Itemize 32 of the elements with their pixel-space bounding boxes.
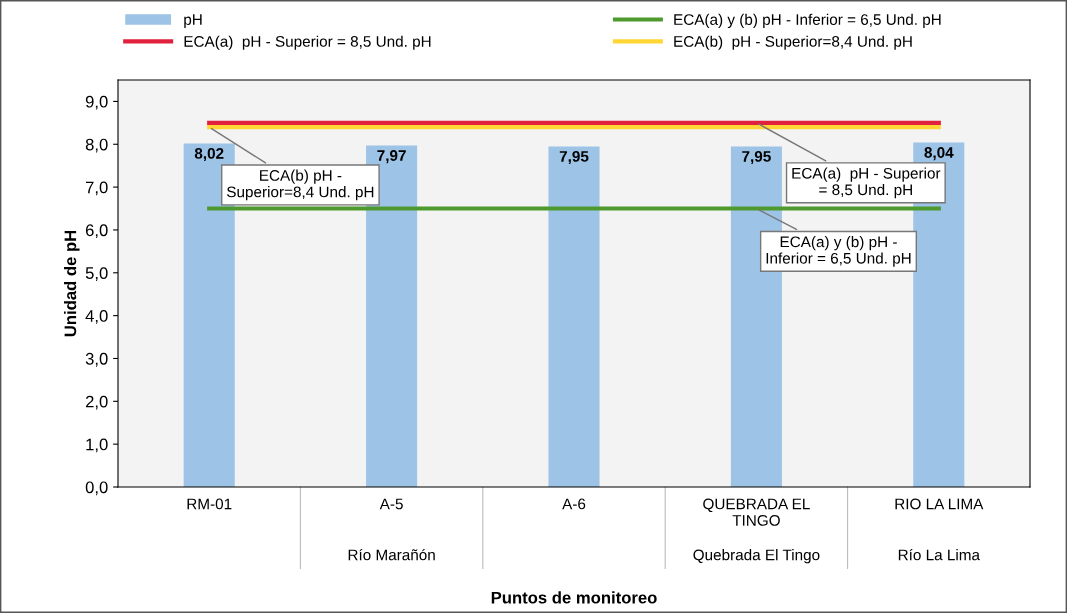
y-tick-label: 4,0 (85, 310, 108, 324)
x-tick-label: RIO LA LIMA (895, 498, 984, 510)
data-label: 7,95 (559, 150, 589, 165)
y-tick-label: 2,0 (85, 395, 108, 410)
legend-label: ECA(a) y (b) pH - Inferior = 6,5 Und. pH (674, 13, 941, 28)
y-tick-label: 8,0 (85, 138, 108, 153)
y-tick-label: 9,0 (85, 95, 108, 110)
x-tick-label: A-5 (379, 498, 403, 510)
data-label: 7,95 (742, 150, 771, 165)
text: Río La Lima (898, 548, 980, 561)
y-tick-label: 7,0 (85, 181, 108, 196)
text: Quebrada El Tingo (693, 549, 820, 564)
legend-label: pH (184, 14, 202, 28)
y-tick-label: 3,0 (85, 352, 108, 367)
y-tick-label: 5,0 (85, 267, 108, 281)
x-axis-title: Puntos de monitoreo (491, 591, 657, 604)
y-tick-label: 6,0 (85, 224, 108, 239)
x-tick-label: RM-01 (187, 498, 232, 510)
annotation: ECA(b) pH - Superior=8,4 Und. pH (227, 169, 374, 201)
x-tick-label: A-6 (562, 498, 586, 510)
data-label: 8,02 (194, 147, 224, 162)
y-tick-label: 0,0 (85, 481, 108, 496)
data-label: 7,97 (377, 150, 406, 164)
data-label: 8,04 (924, 147, 954, 161)
x-tick-label: QUEBRADA EL TINGO (703, 498, 810, 526)
y-axis-title: Unidad de pH (64, 230, 80, 337)
y-tick-label: 1,0 (86, 438, 108, 453)
legend-label: ECA(b) pH - Superior=8,4 Und. pH (674, 35, 912, 50)
annotation: ECA(a) pH - Superior = 8,5 Und. pH (792, 167, 941, 199)
legend-label: ECA(a) pH - Superior = 8,5 Und. pH (184, 35, 431, 50)
text: Río Marañón (348, 548, 435, 561)
annotation: ECA(a) y (b) pH - Inferior = 6,5 Und. pH (766, 236, 911, 267)
